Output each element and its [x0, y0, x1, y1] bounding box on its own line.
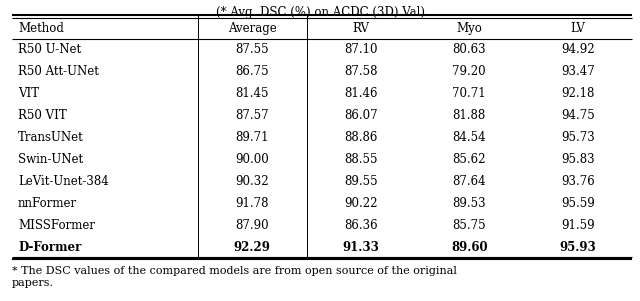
Text: 70.71: 70.71 [452, 87, 486, 100]
Text: VIT: VIT [18, 87, 39, 100]
Text: 81.46: 81.46 [344, 87, 378, 100]
Text: 86.75: 86.75 [236, 65, 269, 78]
Text: 85.62: 85.62 [452, 153, 486, 166]
Text: 93.76: 93.76 [561, 175, 595, 188]
Text: R50 VIT: R50 VIT [18, 109, 67, 122]
Text: R50 Att-UNet: R50 Att-UNet [18, 65, 99, 78]
Text: R50 U-Net: R50 U-Net [18, 43, 81, 56]
Text: 81.88: 81.88 [452, 109, 486, 122]
Text: 86.07: 86.07 [344, 109, 378, 122]
Text: 87.58: 87.58 [344, 65, 378, 78]
Text: 89.60: 89.60 [451, 240, 488, 253]
Text: 87.55: 87.55 [236, 43, 269, 56]
Text: 79.20: 79.20 [452, 65, 486, 78]
Text: 85.75: 85.75 [452, 219, 486, 232]
Text: nnFormer: nnFormer [18, 197, 77, 210]
Text: 92.18: 92.18 [561, 87, 595, 100]
Text: 84.54: 84.54 [452, 131, 486, 144]
Text: 89.71: 89.71 [236, 131, 269, 144]
Text: D-Former: D-Former [18, 240, 81, 253]
Text: 87.57: 87.57 [236, 109, 269, 122]
Text: 91.78: 91.78 [236, 197, 269, 210]
Text: 87.64: 87.64 [452, 175, 486, 188]
Text: 88.86: 88.86 [344, 131, 378, 144]
Text: 86.36: 86.36 [344, 219, 378, 232]
Text: 90.32: 90.32 [236, 175, 269, 188]
Text: Method: Method [18, 22, 64, 35]
Text: 94.75: 94.75 [561, 109, 595, 122]
Text: * The DSC values of the compared models are from open source of the original
pap: * The DSC values of the compared models … [12, 266, 457, 287]
Text: 87.90: 87.90 [236, 219, 269, 232]
Text: 88.55: 88.55 [344, 153, 378, 166]
Text: Swin-UNet: Swin-UNet [18, 153, 83, 166]
Text: Myo: Myo [456, 22, 482, 35]
Text: 91.33: 91.33 [342, 240, 379, 253]
Text: MISSFormer: MISSFormer [18, 219, 95, 232]
Text: 95.73: 95.73 [561, 131, 595, 144]
Text: 80.63: 80.63 [452, 43, 486, 56]
Text: 91.59: 91.59 [561, 219, 595, 232]
Text: LV: LV [570, 22, 585, 35]
Text: Average: Average [228, 22, 276, 35]
Text: TransUNet: TransUNet [18, 131, 84, 144]
Text: (* Avg. DSC (%) on ACDC (3D) Val): (* Avg. DSC (%) on ACDC (3D) Val) [216, 6, 424, 19]
Text: 93.47: 93.47 [561, 65, 595, 78]
Text: 95.83: 95.83 [561, 153, 595, 166]
Text: 95.93: 95.93 [559, 240, 596, 253]
Text: 95.59: 95.59 [561, 197, 595, 210]
Text: 90.00: 90.00 [236, 153, 269, 166]
Text: 87.10: 87.10 [344, 43, 378, 56]
Text: RV: RV [352, 22, 369, 35]
Text: 89.53: 89.53 [452, 197, 486, 210]
Text: 94.92: 94.92 [561, 43, 595, 56]
Text: 89.55: 89.55 [344, 175, 378, 188]
Text: 90.22: 90.22 [344, 197, 378, 210]
Text: 81.45: 81.45 [236, 87, 269, 100]
Text: 92.29: 92.29 [234, 240, 271, 253]
Text: LeVit-Unet-384: LeVit-Unet-384 [18, 175, 109, 188]
